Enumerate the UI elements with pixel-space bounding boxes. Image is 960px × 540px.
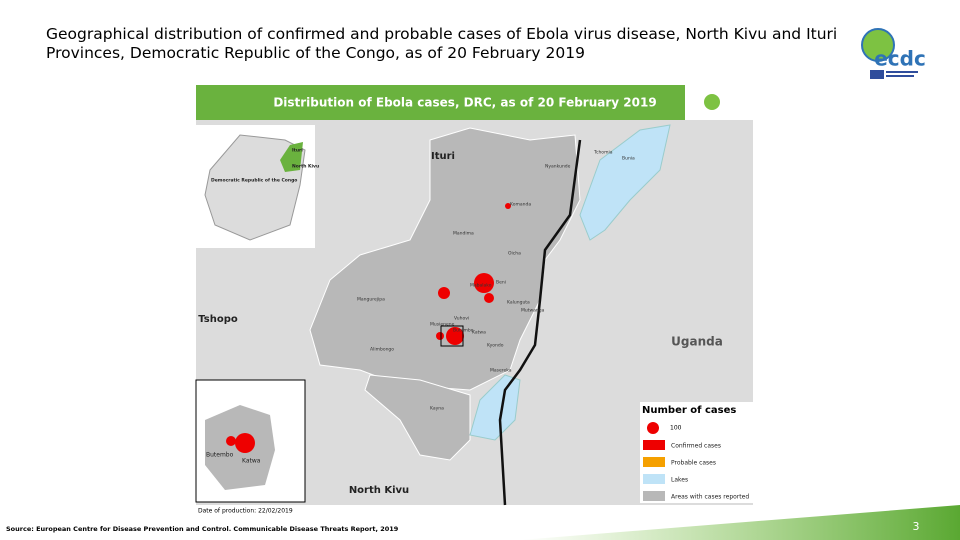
case-bubble [438, 287, 450, 299]
case-bubble [474, 273, 494, 293]
region-label: Uganda [671, 335, 723, 349]
place-label: Alimbongo [370, 347, 394, 353]
legend-swatch [643, 491, 665, 501]
region-label: Ituri [431, 151, 455, 162]
title-line: Geographical distribution of confirmed a… [46, 25, 837, 43]
place-label: Tchomia [593, 150, 613, 156]
case-bubble [226, 436, 236, 446]
case-bubble [446, 327, 464, 345]
provinces-highlight [280, 142, 303, 172]
region-label: North Kivu [349, 485, 409, 496]
place-label: Nyankunde [545, 164, 571, 170]
logo: ecdc [861, 28, 926, 79]
overview-label: North Kivu [292, 164, 319, 170]
legend [640, 402, 753, 503]
overview-label: Ituri [292, 148, 303, 154]
legend-item: Areas with cases reported [671, 494, 749, 501]
logo-text: ecdc [874, 47, 926, 71]
map-header-bar [196, 85, 685, 120]
place-label: Mangurejipa [357, 297, 385, 303]
legend-swatch [643, 457, 665, 467]
affected-area [309, 127, 581, 391]
place-label: Oicha [508, 251, 521, 257]
legend-item: Probable cases [671, 460, 716, 467]
legend-title: Number of cases [642, 405, 736, 416]
place-label: Mutwanga [521, 308, 545, 314]
place-label: Kayna [430, 406, 444, 412]
map-header: Distribution of Ebola cases, DRC, as of … [273, 96, 656, 110]
place-label: Masereka [490, 368, 512, 374]
case-bubble [235, 433, 255, 453]
map: Distribution of Ebola cases, DRC, as of … [195, 85, 753, 515]
place-label: Bunia [622, 156, 635, 162]
place-label: Beni [496, 280, 506, 286]
map-logo [704, 94, 720, 110]
place-label: Mandima [453, 231, 474, 237]
overview-label: Democratic Republic of the Congo [211, 178, 297, 184]
case-bubble [505, 203, 511, 209]
legend-item: Lakes [671, 477, 688, 484]
affected-area [364, 374, 471, 461]
drc-outline [204, 134, 306, 241]
legend-size [647, 422, 659, 434]
case-bubble [436, 332, 444, 340]
place-label: Musienene [430, 322, 455, 328]
place-label: Vuhovi [454, 316, 469, 322]
lake [469, 374, 521, 441]
legend-item: Confirmed cases [671, 443, 721, 450]
place-label: Butembo [453, 328, 474, 334]
production-date: Date of production: 22/02/2019 [198, 508, 293, 515]
title-line: Provinces, Democratic Republic of the Co… [46, 44, 585, 62]
place-label: Kalunguta [507, 300, 530, 306]
inset-label: Butembo [206, 452, 234, 459]
legend-swatch [643, 474, 665, 484]
source: Source: European Centre for Disease Prev… [6, 525, 399, 533]
page-number: 3 [913, 520, 920, 533]
place-label: Katwa [472, 330, 486, 336]
border [498, 139, 582, 506]
place-label: Mabalako [470, 283, 492, 289]
lake [579, 124, 671, 241]
legend-swatch [643, 440, 665, 450]
region-label: Tshopo [198, 314, 238, 325]
slide-title: Geographical distribution of confirmed a… [46, 25, 837, 62]
legend-size-label: 100 [670, 425, 682, 432]
place-label: Komanda [510, 202, 531, 208]
footer-band [520, 505, 960, 540]
inset-label: Katwa [242, 458, 261, 465]
case-bubble [484, 293, 494, 303]
inset-frame [440, 325, 464, 347]
place-label: Kyondo [487, 343, 504, 349]
